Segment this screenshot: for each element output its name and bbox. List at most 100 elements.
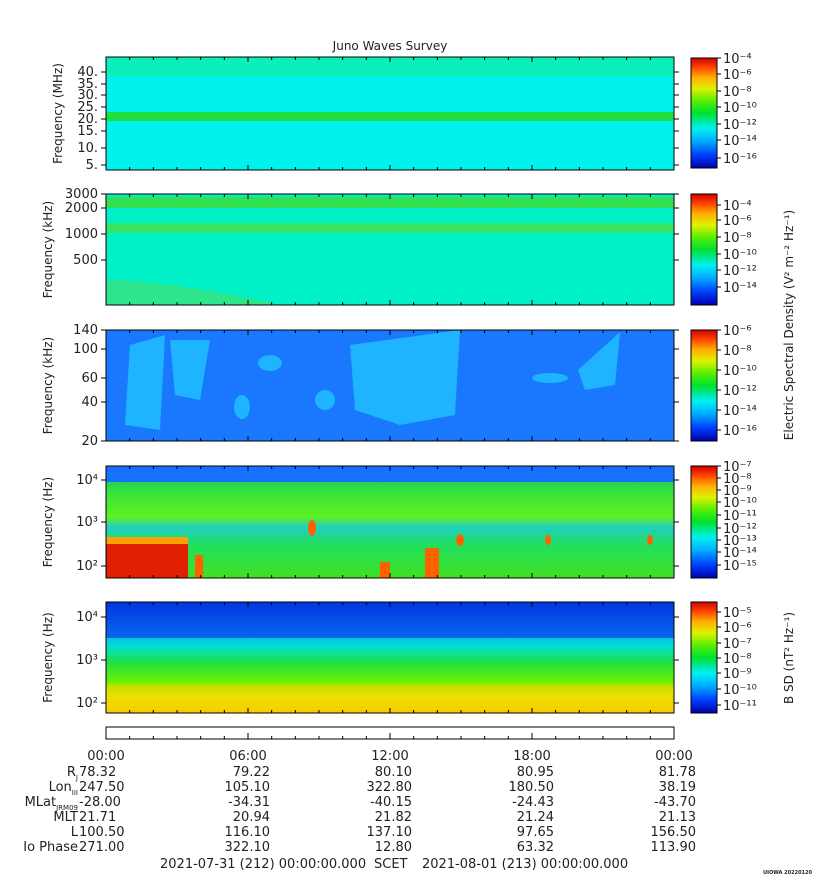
colorbar-2 bbox=[690, 193, 718, 306]
ephemeris-value: 137.10 bbox=[367, 825, 413, 840]
panel-5-ytick-label: 10³ bbox=[76, 653, 98, 668]
colorbar-2-tick-label: 10⁻¹⁰ bbox=[723, 248, 757, 263]
ephemeris-value: 80.95 bbox=[517, 765, 554, 780]
ephemeris-value: -28.00 bbox=[79, 795, 121, 810]
ephemeris-value: 20.94 bbox=[233, 810, 270, 825]
ephemeris-label: RJ bbox=[67, 765, 78, 782]
colorbar-4-tick-label: 10⁻¹² bbox=[723, 522, 757, 537]
footer-credit: UIOWA 20220120 bbox=[763, 870, 812, 876]
ephemeris-value: 105.10 bbox=[225, 780, 271, 795]
ephemeris-value: 180.50 bbox=[509, 780, 555, 795]
colorbar-4-tick-label: 10⁻⁹ bbox=[723, 484, 752, 499]
ephemeris-value: -34.31 bbox=[228, 795, 270, 810]
colorbar-5-tick-label: 10⁻⁶ bbox=[723, 621, 752, 636]
ephemeris-value: 247.50 bbox=[79, 780, 125, 795]
colorbar-5-tick-label: 10⁻¹⁰ bbox=[723, 683, 757, 698]
colorbar-1-tick-label: 10⁻¹⁶ bbox=[723, 152, 757, 167]
magnetic-colorbar-title: B SD (nT² Hz⁻¹) bbox=[782, 612, 796, 704]
panel-3-ylabel: Frequency (kHz) bbox=[41, 337, 55, 434]
panel-3-ytick-label: 20 bbox=[81, 434, 98, 449]
colorbar-4-tick-label: 10⁻¹³ bbox=[723, 534, 757, 549]
panel-1 bbox=[105, 56, 675, 171]
ephemeris-value: 80.10 bbox=[375, 765, 412, 780]
colorbar-5-tick-label: 10⁻¹¹ bbox=[723, 699, 757, 714]
colorbar-5-tick-label: 10⁻⁹ bbox=[723, 667, 752, 682]
ephemeris-value: 38.19 bbox=[659, 780, 696, 795]
colorbar-3 bbox=[690, 329, 718, 442]
colorbar-3-tick-label: 10⁻¹² bbox=[723, 384, 757, 399]
footer-end: 2021-08-01 (213) 00:00:00.000 bbox=[422, 857, 628, 872]
ephemeris-value: 21.13 bbox=[659, 810, 696, 825]
panel-2-low-emission bbox=[106, 280, 280, 305]
ephemeris-value: 21.71 bbox=[79, 810, 116, 825]
colorbar-1-tick-label: 10⁻⁴ bbox=[723, 52, 752, 67]
panel-5-ylabel: Frequency (Hz) bbox=[41, 612, 55, 703]
panel-2-background bbox=[106, 194, 674, 305]
panel-3-ytick-label: 100 bbox=[73, 342, 98, 357]
panel-3-ytick-label: 40 bbox=[81, 395, 98, 410]
panel-4-low-emission bbox=[106, 544, 188, 578]
colorbar-3-tick-label: 10⁻¹⁰ bbox=[723, 364, 757, 379]
colorbar-1-tick-label: 10⁻⁶ bbox=[723, 68, 752, 83]
panel-5 bbox=[105, 601, 675, 714]
time-tick-label: 00:00 bbox=[87, 749, 124, 764]
panel-1-ylabel: Frequency (MHz) bbox=[51, 63, 65, 164]
colorbar-3-tick-label: 10⁻⁸ bbox=[723, 344, 752, 359]
panel-4-ytick-label: 10³ bbox=[76, 515, 98, 530]
panel-1-ytick-label: 35. bbox=[77, 77, 98, 92]
ephemeris-value: 97.65 bbox=[517, 825, 554, 840]
colorbar-4-tick-label: 10⁻⁷ bbox=[723, 460, 752, 475]
panel-2-ytick-label: 500 bbox=[73, 253, 98, 268]
panel-4-low-emission-edge bbox=[106, 537, 188, 544]
colorbar-3-tick-label: 10⁻¹⁴ bbox=[723, 404, 757, 419]
colorbar-4-tick-label: 10⁻¹⁴ bbox=[723, 546, 757, 561]
time-tick-label: 12:00 bbox=[371, 749, 408, 764]
panel-1-ytick-label: 25. bbox=[77, 100, 98, 115]
colorbar-5-tick-label: 10⁻⁵ bbox=[723, 606, 752, 621]
panel-1-ytick-label: 40. bbox=[77, 65, 98, 80]
time-tick-label: 18:00 bbox=[513, 749, 550, 764]
colorbar-5-tick-label: 10⁻⁸ bbox=[723, 652, 752, 667]
ephemeris-value: 21.24 bbox=[517, 810, 554, 825]
colorbar-4-tick-label: 10⁻⁸ bbox=[723, 472, 752, 487]
ephemeris-value: 100.50 bbox=[79, 825, 125, 840]
panel-2-2400khz-band bbox=[106, 197, 674, 208]
footer-scet: SCET bbox=[374, 857, 408, 872]
panel-3 bbox=[105, 329, 675, 442]
time-tick-label: 00:00 bbox=[655, 749, 692, 764]
axes-and-ticks: Frequency (MHz) 5. 10. 15.20.25.30.35.40. 10… bbox=[23, 52, 757, 855]
colorbar-2-tick-label: 10⁻¹² bbox=[723, 264, 757, 279]
colorbar-1-tick-label: 10⁻¹² bbox=[723, 118, 757, 133]
ephemeris-value: 78.32 bbox=[79, 765, 116, 780]
panel-4-ylabel: Frequency (Hz) bbox=[41, 477, 55, 568]
panel-5-ytick-label: 10² bbox=[76, 696, 98, 711]
colorbar-4-tick-label: 10⁻¹⁰ bbox=[723, 496, 757, 511]
colorbar-5 bbox=[690, 601, 718, 714]
colorbar-2-tick-label: 10⁻¹⁴ bbox=[723, 281, 757, 296]
panel-3-ytick-label: 60 bbox=[81, 371, 98, 386]
colorbar-2-tick-label: 10⁻⁸ bbox=[723, 231, 752, 246]
panel-5-ytick-label: 10⁴ bbox=[76, 610, 98, 625]
ephemeris-value: 63.32 bbox=[517, 840, 554, 855]
colorbar-1-tick-label: 10⁻⁸ bbox=[723, 85, 752, 100]
electric-colorbar-title: Electric Spectral Density (V² m⁻² Hz⁻¹) bbox=[782, 210, 796, 440]
ephemeris-label: Io Phase bbox=[23, 840, 78, 855]
ephemeris-value: 12.80 bbox=[375, 840, 412, 855]
ephemeris-value: 21.82 bbox=[375, 810, 412, 825]
panel-2-ytick-label: 1000 bbox=[65, 227, 98, 242]
panel-1-ytick-label: 10. bbox=[77, 141, 98, 156]
colorbar-2-tick-label: 10⁻⁴ bbox=[723, 199, 752, 214]
panel-2-ytick-label: 2000 bbox=[65, 201, 98, 216]
panel-4-spots bbox=[195, 520, 653, 578]
ephemeris-value: 113.90 bbox=[651, 840, 697, 855]
colorbar-3-tick-label: 10⁻¹⁶ bbox=[723, 424, 757, 439]
panel-5-top-blue bbox=[106, 602, 674, 638]
colorbar-2-tick-label: 10⁻⁶ bbox=[723, 214, 752, 229]
panel-3-ytick-label: 140 bbox=[73, 323, 98, 338]
panel-1-ytick-label: 20. bbox=[77, 112, 98, 127]
colorbar-1-tick-label: 10⁻¹⁴ bbox=[723, 134, 757, 149]
colorbar-3-tick-label: 10⁻⁶ bbox=[723, 324, 752, 339]
panel-3-bursts bbox=[125, 330, 620, 430]
panel-2-ytick-label: 3000 bbox=[65, 187, 98, 202]
panel-2 bbox=[105, 193, 675, 306]
